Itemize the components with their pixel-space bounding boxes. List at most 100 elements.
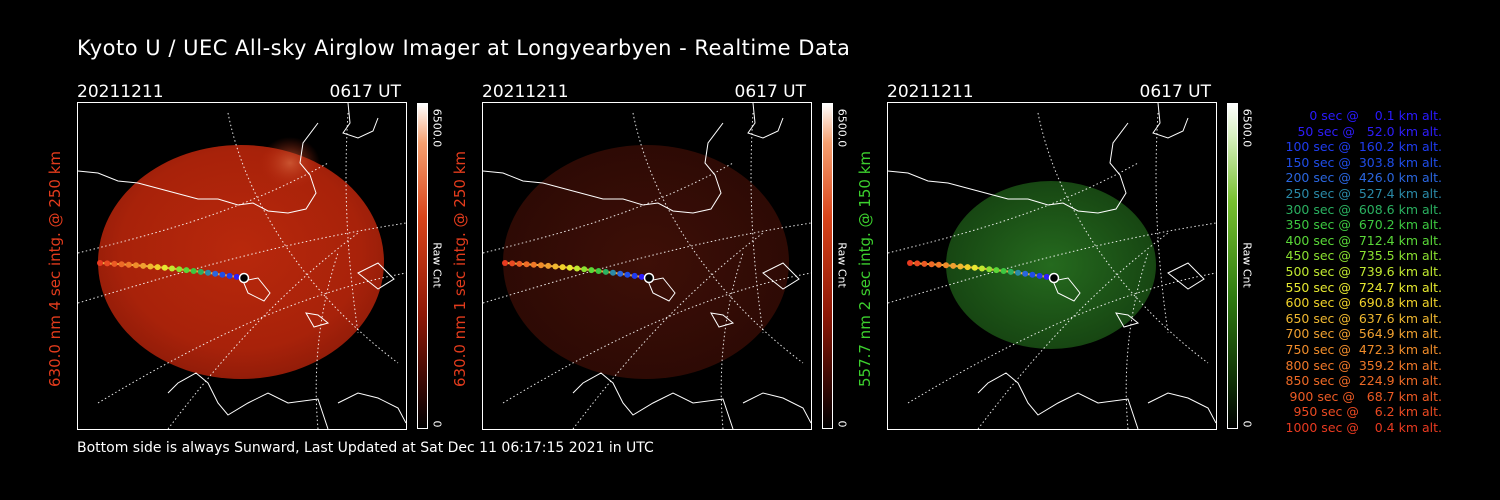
trajectory-point [964, 264, 971, 271]
legend-row: 750 sec @ 472.3 km alt. [1281, 341, 1443, 357]
trajectory-point [154, 264, 161, 271]
trajectory-point [226, 272, 233, 279]
image-panel-630-4s: 20211211 0617 UT [46, 82, 497, 432]
legend-row: 600 sec @ 690.8 km alt. [1281, 295, 1443, 311]
trajectory-point [190, 268, 197, 274]
legend-row: 400 sec @ 712.4 km alt. [1281, 232, 1443, 248]
legend-row: 550 sec @ 724.7 km alt. [1281, 279, 1443, 295]
trajectory-point [205, 269, 211, 276]
station-marker [643, 272, 655, 284]
allsky-image-frame [482, 102, 812, 430]
trajectory-point [979, 265, 985, 272]
trajectory-point [140, 262, 147, 269]
colorbar-min: 0 [1240, 420, 1254, 428]
panel-side-label: 630.0 nm 1 sec intg. @ 250 km [451, 150, 469, 388]
colorbar [417, 103, 428, 429]
trajectory-point [595, 268, 602, 274]
trajectory-point [147, 263, 154, 270]
legend-row: 450 sec @ 735.5 km alt. [1281, 248, 1443, 264]
trajectory-point [176, 266, 183, 273]
colorbar-max: 6500.0 [430, 108, 444, 148]
allsky-image [78, 103, 406, 429]
trajectory-point [1015, 269, 1021, 276]
airglow-disk [98, 145, 384, 379]
coastlines [888, 103, 1216, 429]
legend-row: 900 sec @ 68.7 km alt. [1285, 388, 1442, 404]
trajectory-point [907, 260, 913, 266]
bright-patch [260, 137, 320, 189]
trajectory-point [183, 267, 190, 274]
trajectory-point [169, 265, 175, 272]
legend-row: 100 sec @ 160.2 km alt. [1281, 139, 1443, 155]
page-title: Kyoto U / UEC All-sky Airglow Imager at … [77, 36, 851, 60]
trajectory-point [921, 260, 928, 267]
trajectory-point [161, 264, 168, 271]
legend-row: 50 sec @ 52.0 km alt. [1289, 123, 1442, 139]
coastlines [78, 103, 406, 429]
colorbar [1227, 103, 1238, 429]
trajectory-point [516, 260, 523, 267]
trajectory-point [219, 271, 226, 278]
trajectory-point [943, 262, 949, 269]
trajectory-point [559, 264, 566, 271]
grid-lines [78, 112, 406, 429]
allsky-image [483, 103, 811, 429]
trajectory-point [588, 267, 595, 274]
legend-row: 250 sec @ 527.4 km alt. [1281, 185, 1443, 201]
trajectory-point [552, 263, 559, 270]
trajectory-point [1036, 272, 1043, 279]
legend-row: 650 sec @ 637.6 km alt. [1281, 310, 1443, 326]
panel-time: 0617 UT [734, 82, 807, 102]
legend-row: 200 sec @ 426.0 km alt. [1281, 170, 1443, 186]
panel-time: 0617 UT [329, 82, 402, 102]
colorbar [822, 103, 833, 429]
trajectory-point [638, 273, 645, 280]
trajectory-point [111, 260, 118, 267]
image-panel-630-1s: 20211211 0617 UT [451, 82, 902, 432]
trajectory-point [502, 260, 508, 266]
trajectory-point [574, 265, 580, 272]
trajectory-point [914, 260, 921, 267]
colorbar-max: 6500.0 [1240, 108, 1254, 148]
coastlines [483, 103, 811, 429]
trajectory-point [1000, 268, 1007, 274]
colorbar-min: 0 [835, 420, 849, 428]
station-marker [238, 272, 250, 284]
legend-row: 350 sec @ 670.2 km alt. [1281, 217, 1443, 233]
trajectory-point [631, 272, 638, 279]
trajectory-point [581, 266, 588, 273]
allsky-image [888, 103, 1216, 429]
trajectory-point [928, 261, 935, 268]
trajectory-point [993, 267, 1000, 274]
trajectory-point [545, 262, 552, 269]
legend-row: 850 sec @ 224.9 km alt. [1281, 373, 1443, 389]
allsky-image-frame [77, 102, 407, 430]
trajectory-point [1007, 268, 1014, 275]
panel-time: 0617 UT [1139, 82, 1212, 102]
trajectory-point [986, 266, 993, 273]
trajectory-point [957, 263, 964, 270]
legend-row: 300 sec @ 608.6 km alt. [1281, 201, 1443, 217]
trajectory-point [97, 260, 103, 266]
legend-row: 1000 sec @ 0.4 km alt. [1285, 419, 1442, 435]
colorbar-unit: Raw Cnt [1240, 242, 1254, 288]
colorbar-unit: Raw Cnt [430, 242, 444, 288]
grid-lines [888, 112, 1216, 429]
legend-row: 800 sec @ 359.2 km alt. [1281, 357, 1443, 373]
trajectory-point [212, 270, 219, 277]
colorbar-unit: Raw Cnt [835, 242, 849, 288]
trajectory-point [233, 273, 240, 280]
trajectory-legend: 0 sec @ 0.1 km alt. 50 sec @ 52.0 km alt… [1262, 108, 1443, 435]
trajectory-point [197, 268, 204, 275]
legend-row: 500 sec @ 739.6 km alt. [1281, 263, 1443, 279]
panel-date: 20211211 [887, 82, 974, 102]
trajectory-point [610, 269, 616, 276]
airglow-disk [946, 181, 1156, 349]
trajectory-point [104, 260, 111, 267]
trajectory-point [523, 261, 530, 268]
panel-side-label: 557.7 nm 2 sec intg. @ 150 km [856, 150, 874, 388]
trajectory-point [1022, 270, 1029, 277]
trajectory-point [935, 261, 942, 268]
trajectory-points [502, 260, 652, 281]
footer-note: Bottom side is always Sunward, Last Upda… [77, 440, 654, 456]
